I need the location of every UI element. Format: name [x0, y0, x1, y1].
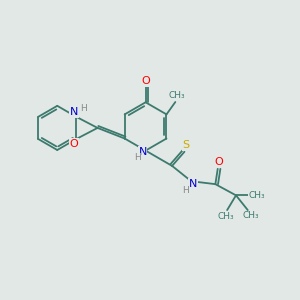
- Text: CH₃: CH₃: [249, 191, 266, 200]
- Text: CH₃: CH₃: [169, 91, 185, 100]
- Text: O: O: [141, 76, 150, 86]
- Text: N: N: [188, 179, 197, 189]
- Text: N: N: [70, 107, 78, 117]
- Text: O: O: [70, 139, 78, 149]
- Text: H: H: [80, 103, 87, 112]
- Text: O: O: [214, 158, 223, 167]
- Text: H: H: [134, 153, 141, 162]
- Text: S: S: [182, 140, 190, 150]
- Text: H: H: [182, 185, 189, 194]
- Text: CH₃: CH₃: [218, 212, 234, 221]
- Text: CH₃: CH₃: [242, 212, 259, 220]
- Text: N: N: [139, 147, 147, 157]
